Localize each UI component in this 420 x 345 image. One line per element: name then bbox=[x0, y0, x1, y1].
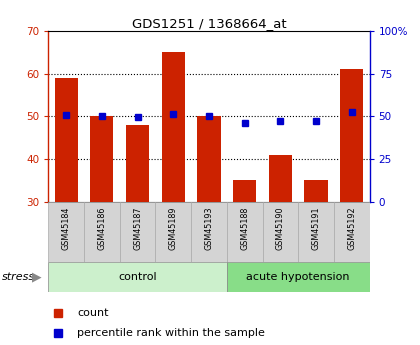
Bar bbox=[269, 155, 292, 202]
Bar bbox=[55, 78, 78, 202]
Bar bbox=[304, 180, 328, 202]
Text: GSM45187: GSM45187 bbox=[133, 207, 142, 250]
FancyBboxPatch shape bbox=[155, 202, 191, 262]
Bar bbox=[340, 69, 363, 202]
Text: GSM45189: GSM45189 bbox=[169, 207, 178, 250]
Text: GSM45193: GSM45193 bbox=[205, 207, 213, 250]
FancyBboxPatch shape bbox=[48, 262, 227, 292]
FancyBboxPatch shape bbox=[120, 202, 155, 262]
FancyBboxPatch shape bbox=[191, 202, 227, 262]
FancyBboxPatch shape bbox=[227, 262, 370, 292]
Text: GSM45191: GSM45191 bbox=[312, 207, 320, 250]
Bar bbox=[126, 125, 149, 202]
Bar bbox=[90, 117, 113, 202]
Text: ▶: ▶ bbox=[32, 270, 41, 283]
Text: GSM45186: GSM45186 bbox=[97, 207, 106, 250]
FancyBboxPatch shape bbox=[84, 202, 120, 262]
Text: GSM45184: GSM45184 bbox=[62, 207, 71, 250]
FancyBboxPatch shape bbox=[262, 202, 298, 262]
FancyBboxPatch shape bbox=[334, 202, 370, 262]
Text: GSM45190: GSM45190 bbox=[276, 207, 285, 250]
Text: control: control bbox=[118, 272, 157, 282]
Bar bbox=[233, 180, 256, 202]
Text: GSM45188: GSM45188 bbox=[240, 207, 249, 250]
Bar bbox=[197, 117, 220, 202]
Text: percentile rank within the sample: percentile rank within the sample bbox=[77, 328, 265, 338]
FancyBboxPatch shape bbox=[48, 202, 84, 262]
Title: GDS1251 / 1368664_at: GDS1251 / 1368664_at bbox=[131, 17, 286, 30]
Text: acute hypotension: acute hypotension bbox=[247, 272, 350, 282]
Text: GSM45192: GSM45192 bbox=[347, 207, 356, 250]
Bar bbox=[162, 52, 185, 202]
Text: count: count bbox=[77, 308, 109, 318]
FancyBboxPatch shape bbox=[227, 202, 262, 262]
Text: stress: stress bbox=[2, 272, 35, 282]
FancyBboxPatch shape bbox=[298, 202, 334, 262]
